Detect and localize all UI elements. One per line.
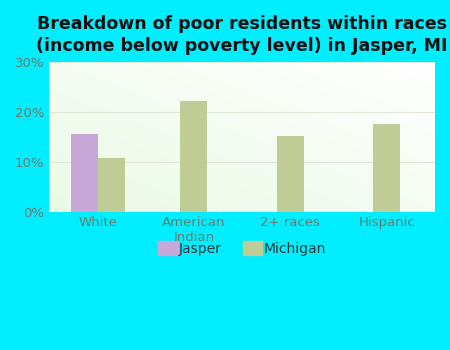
Bar (277, 136, 304, 211)
Bar (98, 158, 125, 211)
Title: Breakdown of poor residents within races
(income below poverty level) in Jasper,: Breakdown of poor residents within races… (36, 15, 448, 55)
Bar (71, 134, 98, 211)
Legend: Jasper, Michigan: Jasper, Michigan (153, 236, 332, 261)
Bar (374, 125, 400, 211)
Bar (180, 100, 207, 211)
